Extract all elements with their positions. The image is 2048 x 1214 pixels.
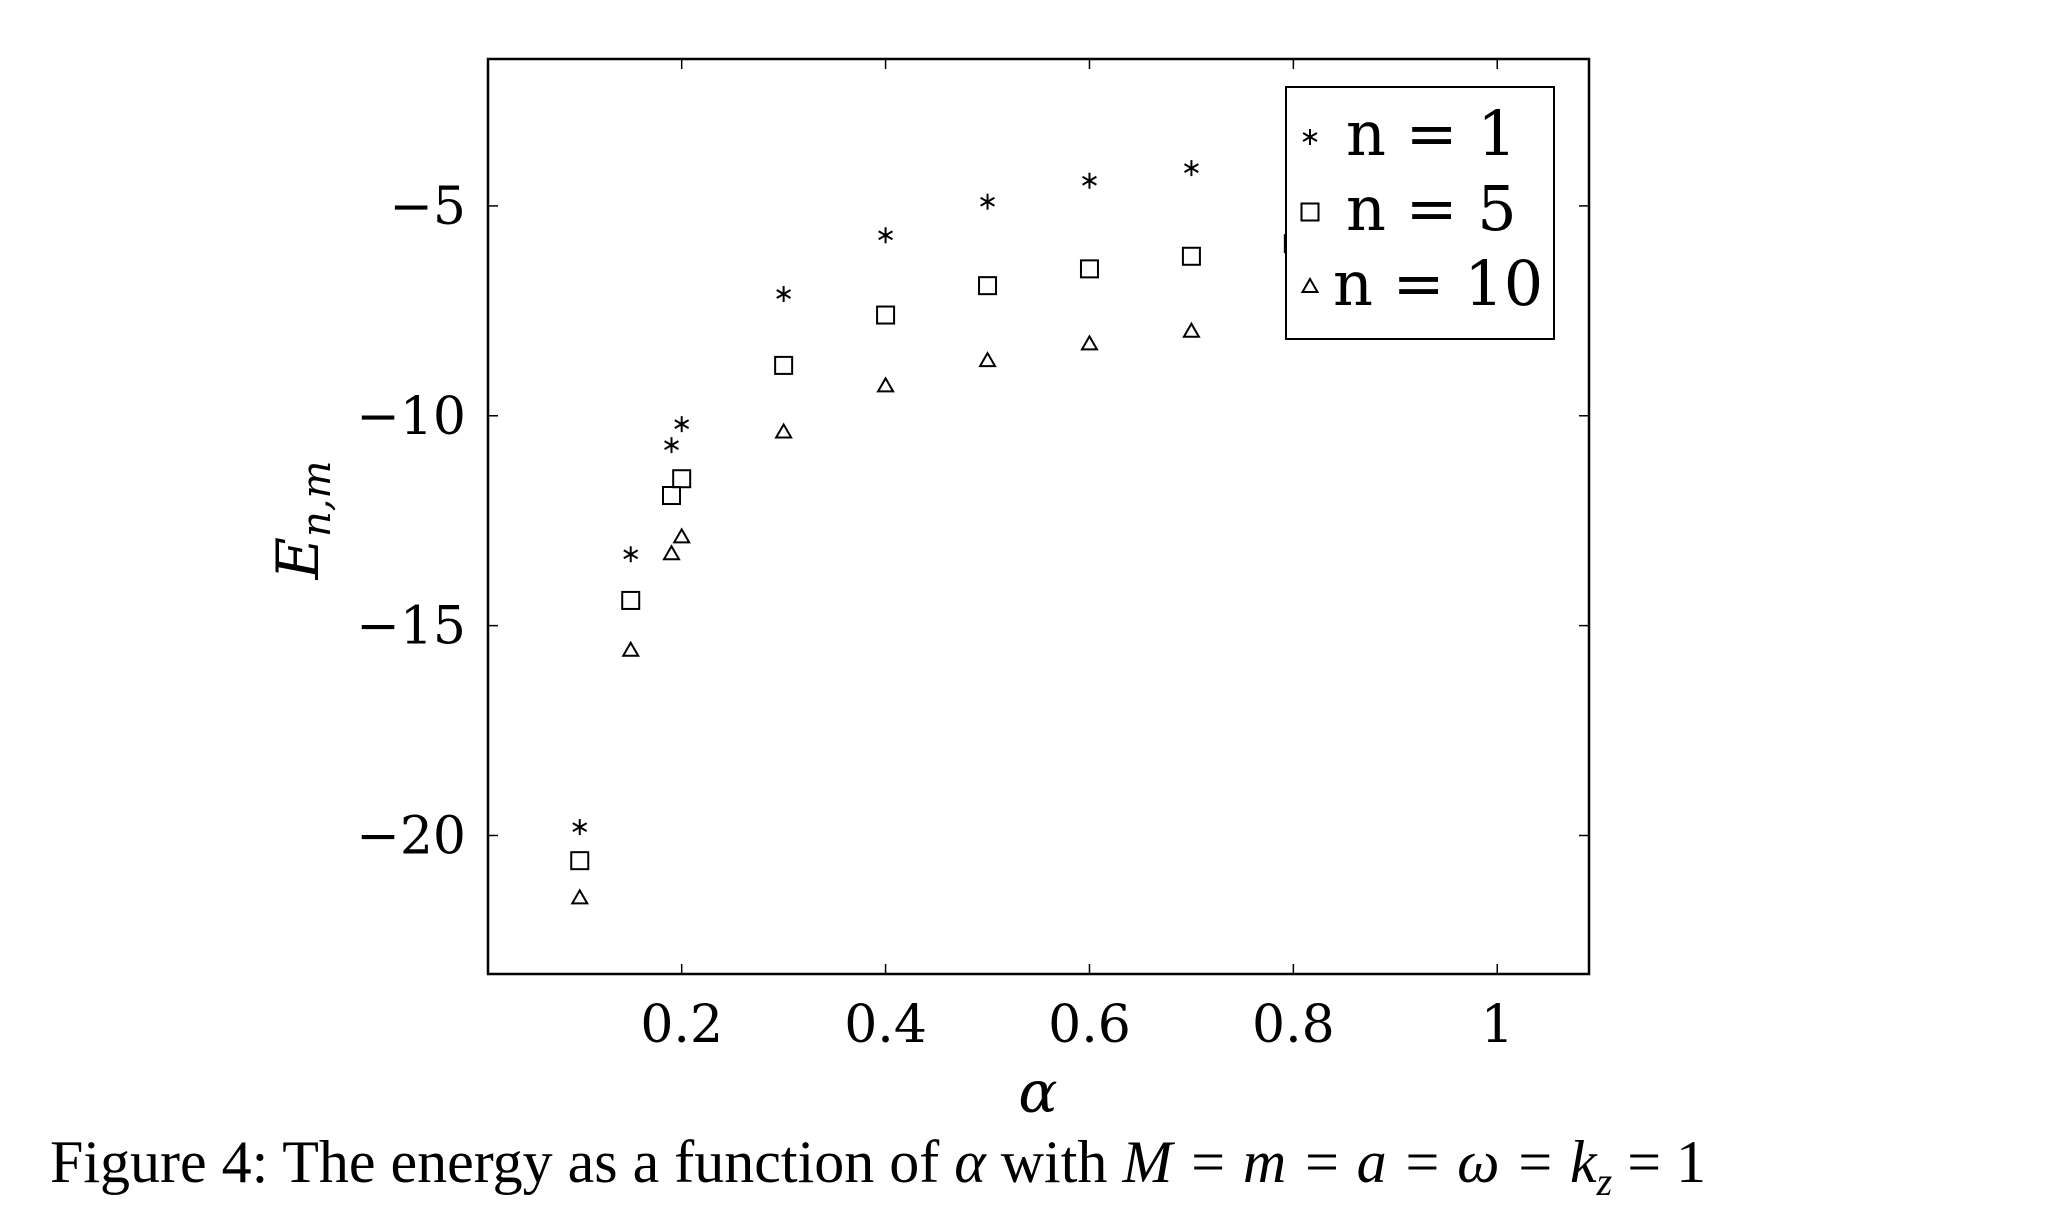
legend-box [1285, 86, 1555, 340]
asterisk-stroke [1082, 175, 1097, 186]
data-point-square [978, 276, 998, 296]
data-point-triangle [672, 527, 691, 544]
y-tick-label: −20 [356, 806, 466, 866]
data-point-square [774, 355, 794, 375]
data-point-square [1079, 259, 1099, 279]
x-tick-label: 1 [1481, 995, 1514, 1055]
y-axis-label-main: E [264, 537, 332, 580]
asterisk-stroke [664, 440, 679, 451]
asterisk-stroke [572, 822, 588, 832]
data-point-asterisk [776, 286, 792, 303]
asterisk-stroke [1302, 132, 1318, 142]
data-point-triangle [570, 888, 589, 905]
caption-prefix: Figure 4: The energy as a function of [50, 1129, 955, 1195]
caption-with: with [985, 1129, 1123, 1195]
data-point-asterisk [674, 416, 690, 433]
data-point-asterisk [664, 437, 679, 454]
data-point-square [662, 486, 681, 506]
data-point-square [876, 305, 896, 325]
asterisk-stroke [1183, 163, 1199, 173]
y-axis-label-subscript: n,m [294, 461, 340, 537]
data-point-triangle [1182, 321, 1201, 338]
x-tick-label: 0.2 [640, 995, 723, 1055]
axis-ticks [488, 59, 1589, 974]
data-point-triangle [662, 544, 681, 561]
x-axis-label: α [1018, 1058, 1057, 1126]
data-point-square [672, 469, 692, 489]
data-point-asterisk [878, 227, 894, 244]
asterisk-stroke [623, 549, 639, 560]
caption-equation-subscript: z [1596, 1159, 1613, 1204]
data-point-asterisk [1183, 160, 1199, 177]
data-point-square [621, 590, 641, 610]
y-tick-label: −15 [356, 597, 466, 657]
legend: n = 1 n = 5 n = 10 [1285, 86, 1555, 340]
data-point-asterisk [1082, 172, 1097, 189]
data-point-asterisk [980, 193, 995, 210]
data-point-triangle [876, 376, 895, 393]
data-points [570, 160, 1303, 905]
data-point-triangle [978, 351, 997, 368]
caption-equation-end: = 1 [1612, 1129, 1707, 1195]
legend-label-n5: n = 5 [1346, 172, 1517, 245]
data-point-square [570, 851, 590, 871]
legend-label-n10: n = 10 [1333, 247, 1543, 320]
asterisk-stroke [980, 196, 995, 207]
caption-equation: M = m = a = ω = k [1122, 1129, 1597, 1195]
asterisk-stroke [776, 289, 792, 299]
figure-caption: Figure 4: The energy as a function of α … [50, 1128, 2040, 1205]
asterisk-stroke [674, 419, 690, 430]
plot-frame [486, 57, 1591, 976]
axis-tick-labels: 0.2 0.4 0.6 0.8 1 −5 −10 −15 −20 [356, 177, 1514, 1055]
legend-marker-square [1300, 202, 1320, 222]
data-point-square [1181, 246, 1201, 266]
x-tick-label: 0.8 [1252, 995, 1335, 1055]
x-tick-label: 0.4 [844, 995, 927, 1055]
y-axis-label: En,m [264, 461, 340, 581]
x-tick-label: 0.6 [1048, 995, 1131, 1055]
data-point-triangle [774, 422, 793, 439]
asterisk-stroke [878, 230, 894, 241]
y-tick-label: −5 [389, 177, 466, 237]
legend-marker-triangle [1300, 276, 1320, 293]
data-point-asterisk [572, 819, 588, 836]
legend-marker-asterisk [1302, 129, 1318, 145]
y-tick-label: −10 [356, 387, 466, 447]
caption-alpha: α [954, 1129, 986, 1195]
data-point-triangle [621, 640, 640, 657]
data-point-triangle [1080, 334, 1099, 351]
legend-markers [1300, 129, 1320, 293]
data-point-asterisk [623, 546, 639, 563]
legend-label-n1: n = 1 [1346, 97, 1517, 170]
